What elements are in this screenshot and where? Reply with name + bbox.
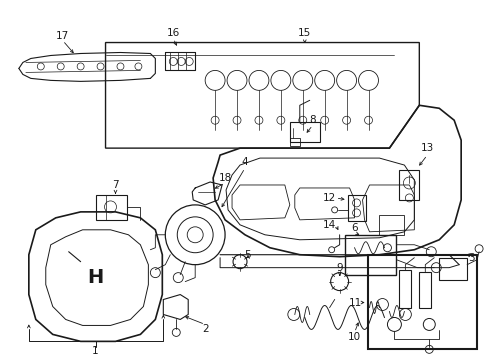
Bar — [289, 122, 319, 142]
Text: 10: 10 — [347, 332, 361, 342]
Text: H: H — [87, 268, 103, 287]
Text: 17: 17 — [56, 31, 69, 41]
Text: 1: 1 — [92, 346, 99, 356]
Text: 12: 12 — [323, 193, 336, 203]
Bar — [379, 215, 404, 235]
Text: 11: 11 — [348, 297, 362, 307]
Bar — [438, 258, 466, 280]
Bar — [95, 195, 127, 220]
Text: 15: 15 — [298, 28, 311, 37]
Text: 3: 3 — [467, 253, 473, 263]
Text: 6: 6 — [350, 223, 357, 233]
Text: 5: 5 — [244, 250, 251, 260]
Bar — [367, 255, 476, 349]
Text: 8: 8 — [309, 115, 315, 125]
Bar — [289, 138, 299, 146]
Text: 4: 4 — [241, 157, 248, 167]
Bar — [347, 195, 365, 221]
Text: 9: 9 — [336, 263, 342, 273]
Text: 14: 14 — [323, 220, 336, 230]
Text: 16: 16 — [166, 28, 180, 37]
Text: 2: 2 — [202, 324, 208, 334]
Text: 13: 13 — [420, 143, 433, 153]
Bar — [419, 272, 430, 307]
Bar — [344, 235, 396, 275]
Bar — [399, 170, 419, 200]
Bar — [399, 270, 410, 307]
Text: 7: 7 — [112, 180, 119, 190]
Text: 18: 18 — [218, 173, 231, 183]
